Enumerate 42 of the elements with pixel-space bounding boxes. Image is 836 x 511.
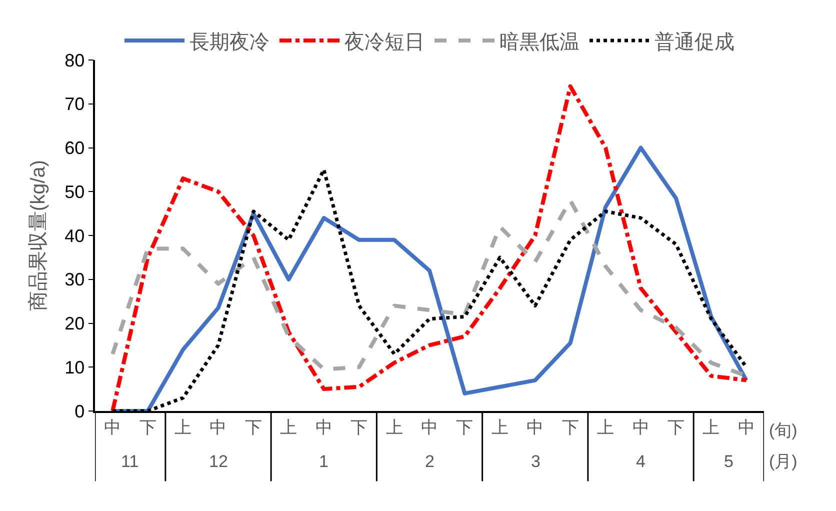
x-tick-label: 上: [702, 418, 720, 438]
legend-label: 暗黒低温: [500, 31, 580, 54]
x-tick-label: 上: [491, 418, 508, 438]
x-tick-label: 上: [174, 418, 192, 438]
text: 4: [636, 452, 646, 471]
x-tick-label: 中: [526, 418, 544, 438]
text: 3: [531, 452, 540, 471]
x-tick-label: 中: [632, 418, 650, 438]
text: (旬): [769, 421, 798, 440]
x-tick-label: 中: [104, 418, 122, 438]
x-tick-label: 下: [244, 418, 262, 438]
legend-label: 普通促成: [654, 30, 734, 54]
y-tick-label: 0: [74, 401, 85, 422]
text: (月): [769, 452, 798, 471]
y-tick-label: 40: [64, 226, 85, 246]
legend-label: 長期夜冷: [190, 31, 270, 54]
x-tick-label: 中: [738, 418, 755, 438]
y-tick-label: 60: [64, 138, 85, 158]
text: 5: [724, 452, 734, 471]
y-tick-label: 50: [64, 182, 85, 202]
y-tick-label: 10: [64, 357, 85, 378]
y-axis-title: 商品果収量(kg/a): [28, 160, 50, 312]
y-tick-label: 70: [64, 94, 85, 114]
x-tick-label: 下: [667, 418, 684, 438]
x-tick-label: 下: [139, 418, 156, 438]
x-tick-label: 中: [210, 418, 227, 438]
x-tick-label: 中: [421, 418, 438, 438]
text: 2: [425, 452, 434, 471]
x-tick-label: 上: [386, 418, 403, 438]
x-tick-label: 下: [562, 418, 579, 438]
legend-label: 夜冷短日: [344, 31, 424, 54]
text: 11: [121, 452, 139, 471]
x-tick-label: 中: [315, 418, 332, 438]
x-tick-label: 上: [597, 418, 614, 438]
x-tick-label: 下: [350, 418, 368, 438]
x-tick-label: 下: [456, 418, 474, 438]
y-tick-label: 30: [64, 270, 85, 290]
y-tick-label: 20: [64, 314, 85, 334]
text: 1: [319, 452, 328, 471]
text: 12: [209, 452, 228, 471]
x-tick-label: 上: [280, 418, 298, 438]
y-tick-label: 80: [64, 50, 85, 70]
